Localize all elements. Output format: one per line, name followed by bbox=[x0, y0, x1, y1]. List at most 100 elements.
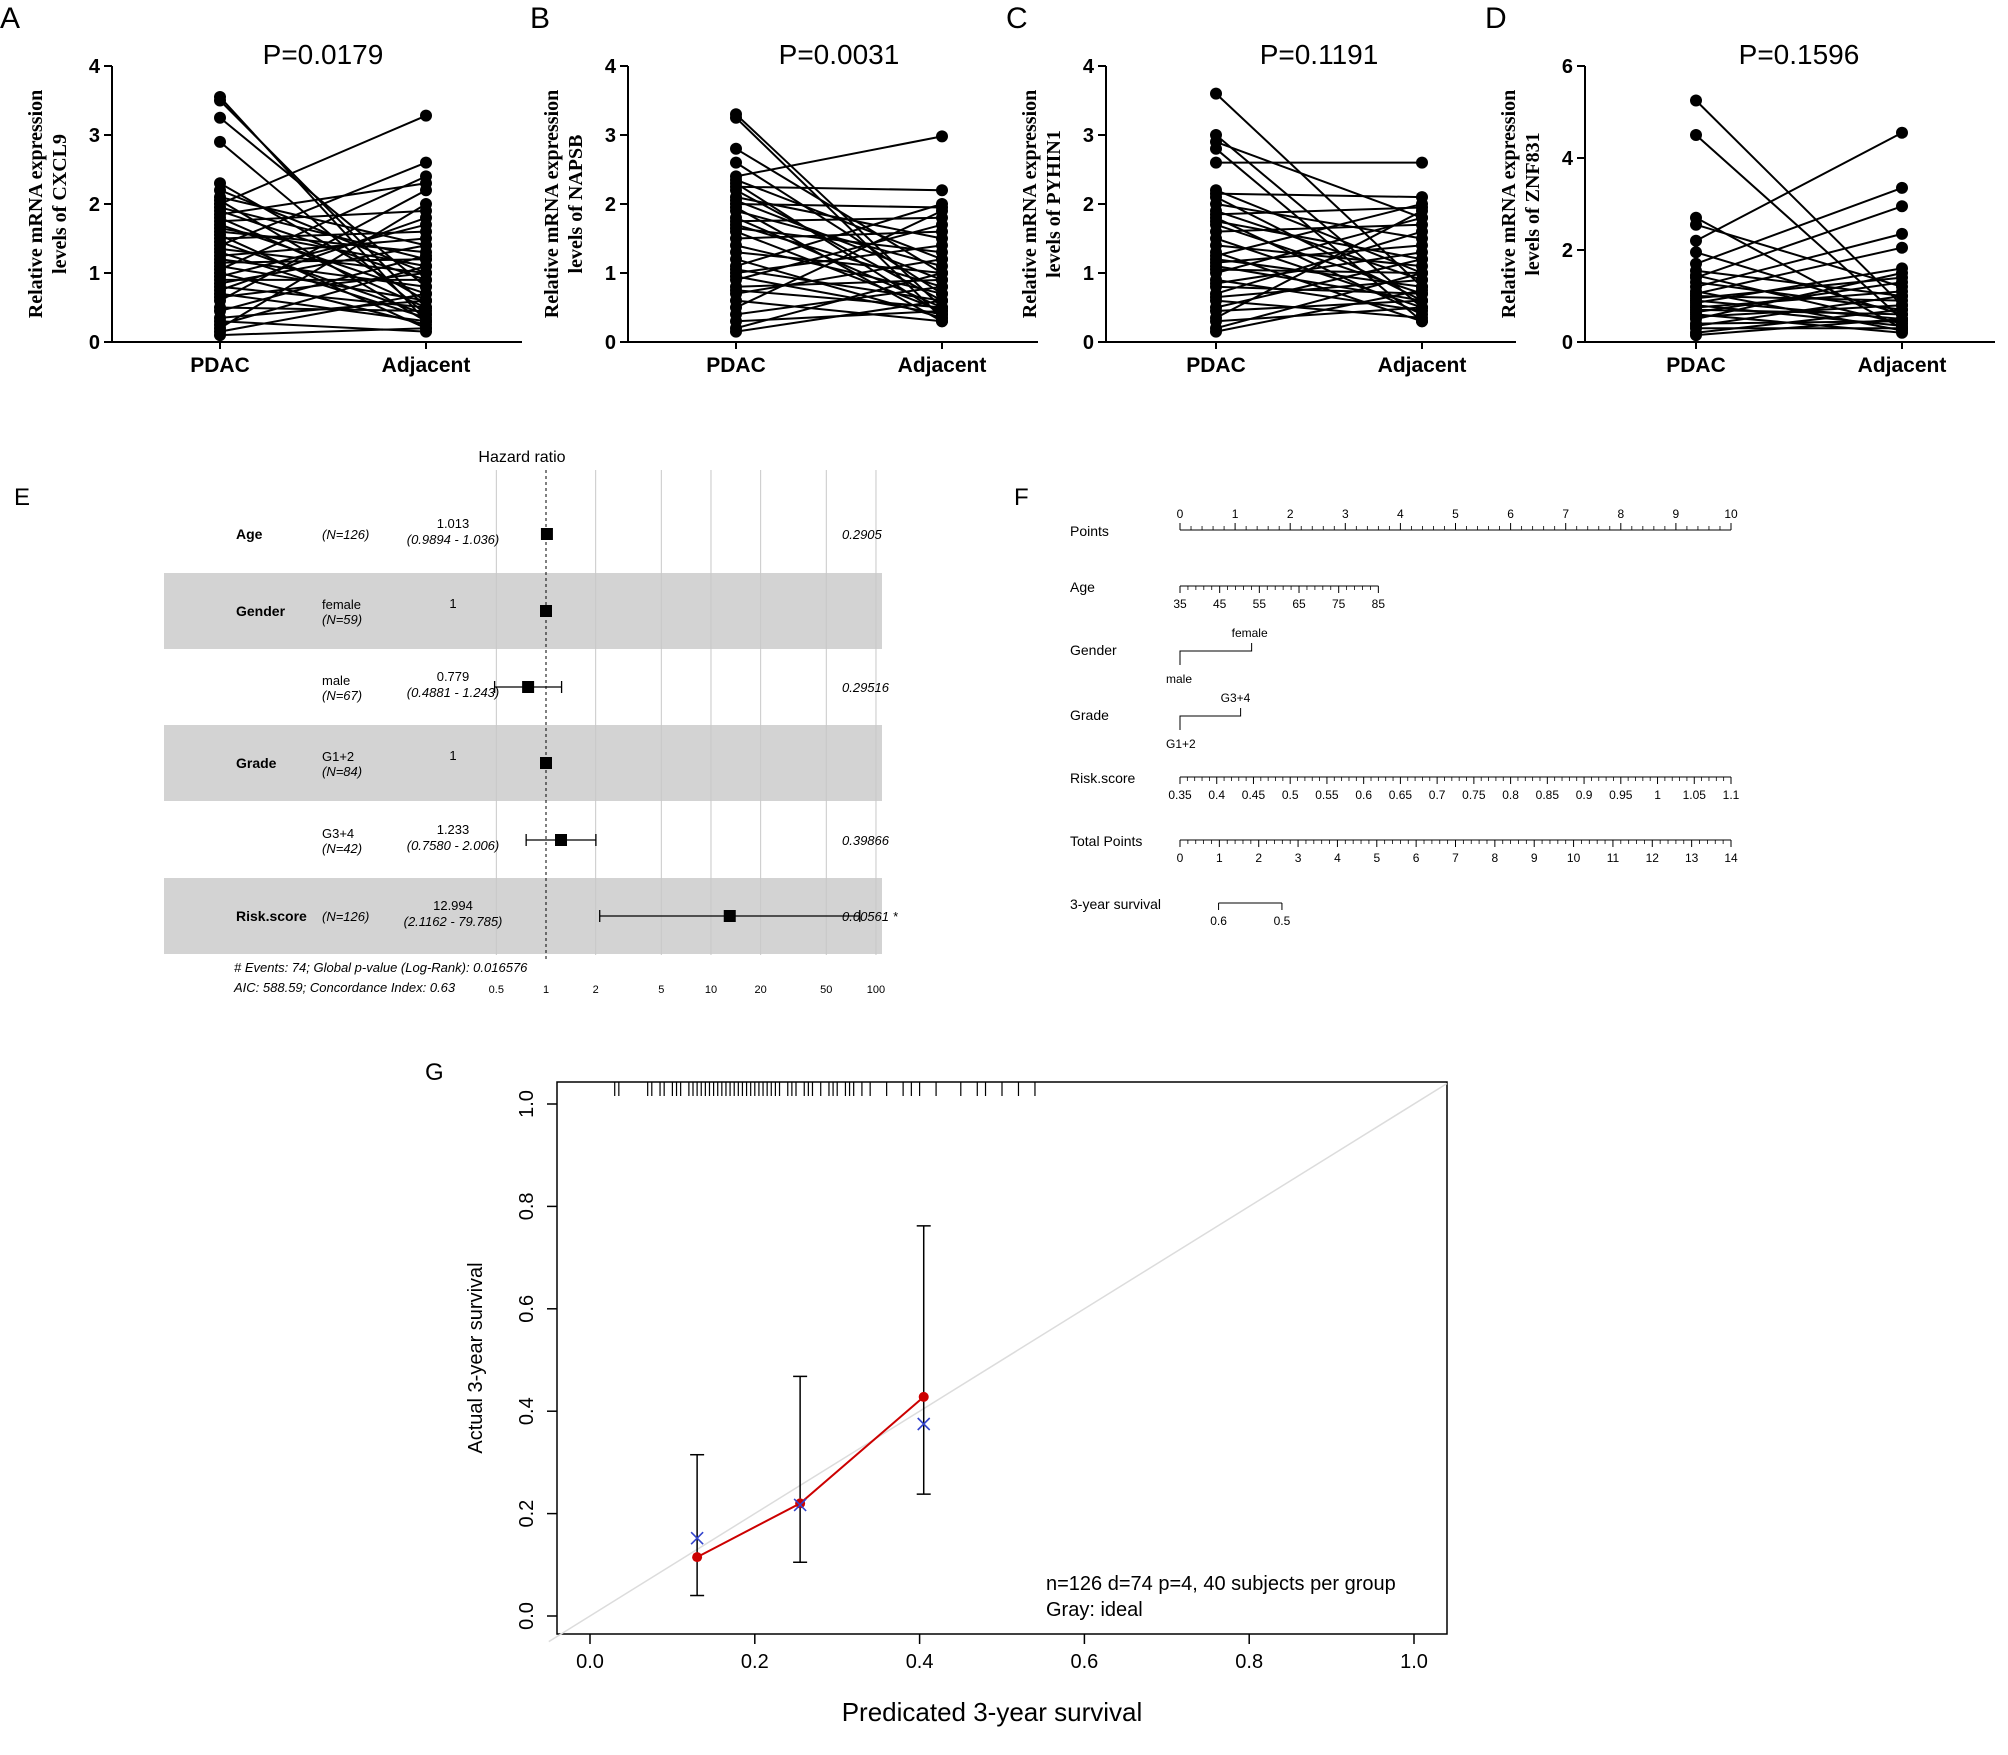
adjacent-point bbox=[420, 156, 432, 169]
adjacent-point bbox=[1896, 241, 1908, 254]
hr-marker bbox=[540, 757, 552, 769]
pair-line bbox=[1695, 246, 1903, 295]
adjacent-point bbox=[1896, 290, 1908, 302]
y-tick-label: 1 bbox=[605, 263, 616, 285]
y-axis-label-line2: levels of NAPSB bbox=[565, 135, 587, 274]
adjacent-point bbox=[420, 304, 432, 317]
pair-line bbox=[1215, 289, 1423, 333]
tick-label: 3 bbox=[1295, 851, 1302, 865]
pair-line bbox=[1215, 244, 1423, 264]
adjacent-point bbox=[1416, 253, 1428, 266]
x-tick-label: 5 bbox=[658, 984, 664, 996]
y-tick-label: 0.0 bbox=[516, 1602, 538, 1630]
adjacent-point bbox=[1896, 303, 1908, 316]
p-value-title: P=0.1191 bbox=[1260, 39, 1379, 70]
pair-line bbox=[735, 275, 943, 316]
tick-label: 0.6 bbox=[1355, 788, 1372, 802]
pair-line bbox=[219, 234, 427, 330]
row-level: G3+4 bbox=[322, 826, 354, 841]
pair-line bbox=[1695, 131, 1903, 242]
adjacent-point bbox=[936, 184, 948, 197]
adjacent-point bbox=[936, 304, 948, 317]
tick-label: 1 bbox=[1232, 507, 1239, 521]
adjacent-point bbox=[420, 211, 432, 224]
x-axis-label: Predicated 3-year survival bbox=[842, 1697, 1143, 1727]
hr-marker bbox=[540, 528, 553, 540]
pdac-point bbox=[1210, 87, 1222, 100]
tick-label: 0.65 bbox=[1389, 788, 1413, 802]
tick-label: 8 bbox=[1617, 507, 1624, 521]
adjacent-point bbox=[1896, 313, 1908, 325]
panel-label: E bbox=[14, 484, 30, 511]
ideal-line bbox=[548, 1082, 1448, 1643]
pair-line bbox=[219, 237, 427, 257]
row-label: Risk.score bbox=[1070, 770, 1136, 786]
panel-label: F bbox=[1014, 484, 1029, 511]
tick-label: 0.85 bbox=[1536, 788, 1560, 802]
pair-line bbox=[735, 223, 943, 281]
y-tick-label: 4 bbox=[1562, 148, 1574, 170]
adjacent-point bbox=[936, 253, 948, 266]
pdac-point bbox=[214, 111, 226, 124]
hr-marker bbox=[723, 910, 736, 922]
adjacent-point bbox=[1896, 267, 1908, 279]
pair-line bbox=[1215, 299, 1423, 319]
bias-corrected-point bbox=[917, 1417, 931, 1431]
pair-line bbox=[1215, 251, 1423, 285]
pdac-point bbox=[1210, 142, 1222, 155]
pair-line bbox=[1695, 267, 1903, 304]
tick-label: 0.75 bbox=[1462, 788, 1486, 802]
row-hr: 1 bbox=[449, 596, 456, 611]
row-hr: 1.233 bbox=[437, 822, 470, 837]
x-tick-label: 0.5 bbox=[489, 984, 504, 996]
pair-line bbox=[219, 258, 427, 264]
adjacent-point bbox=[420, 184, 432, 197]
tick-label: 45 bbox=[1213, 597, 1227, 611]
p-value-title: P=0.0179 bbox=[263, 39, 384, 70]
tick-label: 5 bbox=[1373, 851, 1380, 865]
pair-line bbox=[219, 216, 427, 292]
adjacent-point bbox=[420, 198, 432, 210]
row-hr: 1.013 bbox=[437, 516, 470, 531]
row-ci: (2.1162 - 79.785) bbox=[404, 914, 503, 929]
tick-label: 12 bbox=[1646, 851, 1660, 865]
y-axis-label: Relative mRNA expression levels of PYHIN1 bbox=[1019, 90, 1065, 319]
tick-label: 0.55 bbox=[1315, 788, 1339, 802]
forest-title: Hazard ratio bbox=[478, 449, 565, 466]
row-variable: Gender bbox=[236, 603, 286, 619]
adjacent-point bbox=[1896, 322, 1908, 335]
adjacent-point bbox=[936, 204, 948, 217]
row-ci: (0.7580 - 2.006) bbox=[407, 838, 500, 853]
pair-line bbox=[1215, 203, 1423, 257]
row-n: (N=84) bbox=[322, 764, 362, 779]
y-tick-label: 1.0 bbox=[516, 1090, 538, 1118]
pair-line bbox=[735, 147, 943, 274]
adjacent-point bbox=[1416, 301, 1428, 314]
tick-label: 0.7 bbox=[1429, 788, 1446, 802]
adjacent-point bbox=[1896, 276, 1908, 289]
tick-label: 0.35 bbox=[1168, 788, 1192, 802]
tick-label: 0.5 bbox=[1282, 788, 1299, 802]
row-label: Age bbox=[1070, 579, 1095, 595]
x-category-label: Adjacent bbox=[382, 354, 471, 377]
row-p-value: 0.2905 bbox=[842, 527, 883, 542]
row-level: G1+2 bbox=[322, 749, 354, 764]
row-ci: (0.4881 - 1.243) bbox=[407, 685, 500, 700]
pair-line bbox=[219, 258, 427, 288]
pair-line bbox=[219, 141, 427, 316]
tick-label: 6 bbox=[1507, 507, 1514, 521]
adjacent-point bbox=[420, 109, 432, 122]
panel-d: D P=0.1596 0 2 4 6 PDAC Adjacent Relative mRNA e… bbox=[1485, 2, 1995, 377]
adjacent-point bbox=[936, 267, 948, 279]
pair-line bbox=[1215, 140, 1423, 219]
adjacent-point bbox=[1416, 225, 1428, 238]
tick-label: 0.8 bbox=[1502, 788, 1519, 802]
pair-line bbox=[735, 227, 943, 254]
tick-label: 1 bbox=[1216, 851, 1223, 865]
y-tick-label: 4 bbox=[605, 56, 617, 78]
pdac-point bbox=[214, 94, 226, 107]
x-category-label: PDAC bbox=[190, 354, 250, 377]
footnote-aic: AIC: 588.59; Concordance Index: 0.63 bbox=[233, 980, 456, 995]
pair-line bbox=[219, 209, 427, 223]
